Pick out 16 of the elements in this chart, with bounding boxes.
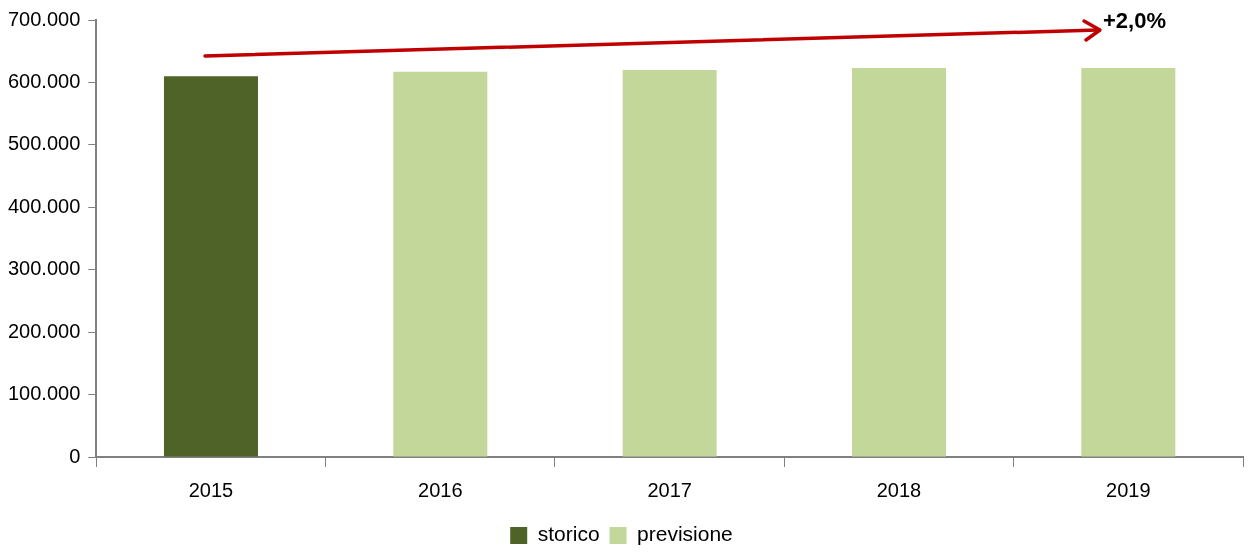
y-tick-label: 500.000 (8, 132, 81, 155)
y-tick-label: 0 (69, 444, 81, 467)
x-tick-label: 2017 (647, 478, 692, 501)
y-tick-label: 200.000 (8, 319, 81, 342)
y-tick-label: 700.000 (8, 7, 81, 30)
annotation: +2,0% (1103, 8, 1166, 34)
y-tick-label: 300.000 (8, 257, 81, 280)
legend-label: storico (537, 522, 600, 546)
x-tick-label: 2019 (1106, 478, 1151, 501)
x-tick-label: 2015 (188, 478, 234, 501)
y-tick-label: 100.000 (8, 382, 81, 405)
legend-label: previsione (637, 522, 733, 546)
y-tick-label: 400.000 (8, 194, 81, 217)
x-tick-label: 2016 (418, 478, 463, 501)
y-tick-label: 600.000 (8, 69, 81, 92)
x-tick-label: 2018 (876, 478, 922, 501)
